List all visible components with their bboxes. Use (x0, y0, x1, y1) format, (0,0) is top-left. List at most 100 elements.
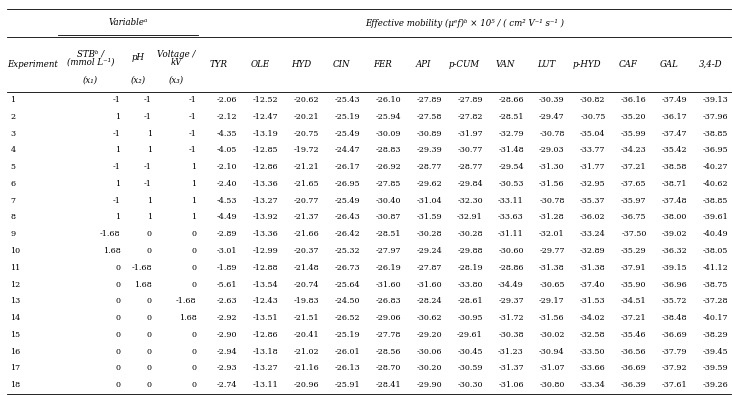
Text: TYR: TYR (210, 60, 228, 69)
Text: -12.88: -12.88 (253, 264, 278, 272)
Text: -30.38: -30.38 (498, 331, 524, 339)
Text: 1: 1 (191, 213, 196, 222)
Text: -32.30: -32.30 (458, 197, 483, 205)
Text: -31.30: -31.30 (539, 163, 564, 171)
Text: -40.49: -40.49 (703, 230, 728, 238)
Text: -31.38: -31.38 (539, 264, 564, 272)
Text: -29.03: -29.03 (539, 146, 564, 154)
Text: -36.17: -36.17 (662, 113, 687, 121)
Text: 7: 7 (10, 197, 15, 205)
Text: -25.49: -25.49 (335, 197, 360, 205)
Text: -40.27: -40.27 (703, 163, 728, 171)
Text: -37.65: -37.65 (621, 180, 646, 188)
Text: -25.94: -25.94 (376, 113, 401, 121)
Text: -12.85: -12.85 (253, 146, 278, 154)
Text: -27.97: -27.97 (376, 247, 401, 255)
Text: -1: -1 (144, 180, 152, 188)
Text: -20.74: -20.74 (294, 280, 319, 289)
Text: 1: 1 (116, 146, 121, 154)
Text: 14: 14 (10, 314, 20, 322)
Text: -33.11: -33.11 (498, 197, 524, 205)
Text: -28.24: -28.24 (417, 297, 442, 305)
Text: -29.37: -29.37 (498, 297, 524, 305)
Text: -2.10: -2.10 (217, 163, 237, 171)
Text: -27.85: -27.85 (376, 180, 401, 188)
Text: -28.61: -28.61 (458, 297, 483, 305)
Text: -20.41: -20.41 (294, 331, 319, 339)
Text: -28.41: -28.41 (376, 381, 401, 389)
Text: -31.28: -31.28 (539, 213, 564, 222)
Text: -32.01: -32.01 (539, 230, 564, 238)
Text: -28.70: -28.70 (376, 365, 401, 372)
Text: -13.27: -13.27 (253, 365, 278, 372)
Text: 8: 8 (10, 213, 15, 222)
Text: -35.90: -35.90 (621, 280, 646, 289)
Text: -1: -1 (144, 163, 152, 171)
Text: 0: 0 (147, 365, 152, 372)
Text: Voltage /: Voltage / (157, 50, 195, 59)
Text: -41.12: -41.12 (703, 264, 728, 272)
Text: -39.15: -39.15 (662, 264, 687, 272)
Text: 17: 17 (10, 365, 20, 372)
Text: -29.24: -29.24 (417, 247, 442, 255)
Text: 0: 0 (191, 381, 196, 389)
Text: -36.39: -36.39 (621, 381, 646, 389)
Text: -39.26: -39.26 (703, 381, 728, 389)
Text: -13.54: -13.54 (253, 280, 278, 289)
Text: -38.75: -38.75 (703, 280, 728, 289)
Text: 12: 12 (10, 280, 20, 289)
Text: -30.80: -30.80 (539, 381, 564, 389)
Text: -25.49: -25.49 (335, 130, 360, 137)
Text: -13.92: -13.92 (253, 213, 278, 222)
Text: -4.05: -4.05 (217, 146, 237, 154)
Text: -31.23: -31.23 (498, 348, 524, 356)
Text: -30.09: -30.09 (376, 130, 401, 137)
Text: -27.87: -27.87 (417, 264, 442, 272)
Text: -2.94: -2.94 (217, 348, 237, 356)
Text: GAL: GAL (660, 60, 679, 69)
Text: -34.51: -34.51 (621, 297, 646, 305)
Text: -29.62: -29.62 (417, 180, 442, 188)
Text: CAF: CAF (619, 60, 638, 69)
Text: -31.56: -31.56 (539, 180, 564, 188)
Text: -26.73: -26.73 (335, 264, 360, 272)
Text: 0: 0 (116, 297, 121, 305)
Text: 0: 0 (191, 280, 196, 289)
Text: LUT: LUT (537, 60, 556, 69)
Text: -37.49: -37.49 (662, 96, 687, 104)
Text: 16: 16 (10, 348, 20, 356)
Text: 9: 9 (10, 230, 15, 238)
Text: -25.64: -25.64 (335, 280, 360, 289)
Text: -2.74: -2.74 (217, 381, 237, 389)
Text: -33.34: -33.34 (580, 381, 605, 389)
Text: -20.37: -20.37 (294, 247, 319, 255)
Text: 1: 1 (147, 197, 152, 205)
Text: CIN: CIN (333, 60, 351, 69)
Text: (mmol L⁻¹): (mmol L⁻¹) (67, 58, 114, 67)
Text: 0: 0 (191, 230, 196, 238)
Text: -33.50: -33.50 (580, 348, 605, 356)
Text: -27.58: -27.58 (417, 113, 442, 121)
Text: -31.48: -31.48 (498, 146, 524, 154)
Text: -30.40: -30.40 (376, 197, 401, 205)
Text: -31.60: -31.60 (376, 280, 401, 289)
Text: 5: 5 (10, 163, 15, 171)
Text: 0: 0 (191, 348, 196, 356)
Text: -35.46: -35.46 (621, 331, 646, 339)
Text: -26.42: -26.42 (335, 230, 360, 238)
Text: -37.21: -37.21 (621, 314, 646, 322)
Text: -25.91: -25.91 (335, 381, 360, 389)
Text: 1: 1 (191, 180, 196, 188)
Text: -38.85: -38.85 (703, 130, 728, 137)
Text: -39.59: -39.59 (703, 365, 728, 372)
Text: 1: 1 (191, 163, 196, 171)
Text: -31.06: -31.06 (498, 381, 524, 389)
Text: 18: 18 (10, 381, 20, 389)
Text: -31.97: -31.97 (458, 130, 483, 137)
Text: -1: -1 (113, 96, 121, 104)
Text: 0: 0 (116, 280, 121, 289)
Text: kV: kV (171, 58, 182, 67)
Text: -37.47: -37.47 (662, 130, 687, 137)
Text: 0: 0 (147, 381, 152, 389)
Text: -30.62: -30.62 (417, 314, 442, 322)
